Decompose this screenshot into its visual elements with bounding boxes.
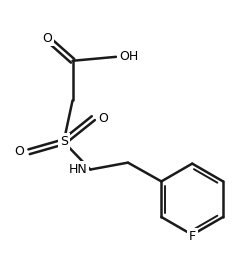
Text: HN: HN [69, 163, 87, 176]
Text: O: O [98, 112, 108, 125]
Text: O: O [14, 145, 24, 158]
Text: S: S [60, 135, 68, 148]
Text: O: O [42, 32, 52, 45]
Text: OH: OH [119, 50, 138, 63]
Text: F: F [189, 230, 196, 243]
